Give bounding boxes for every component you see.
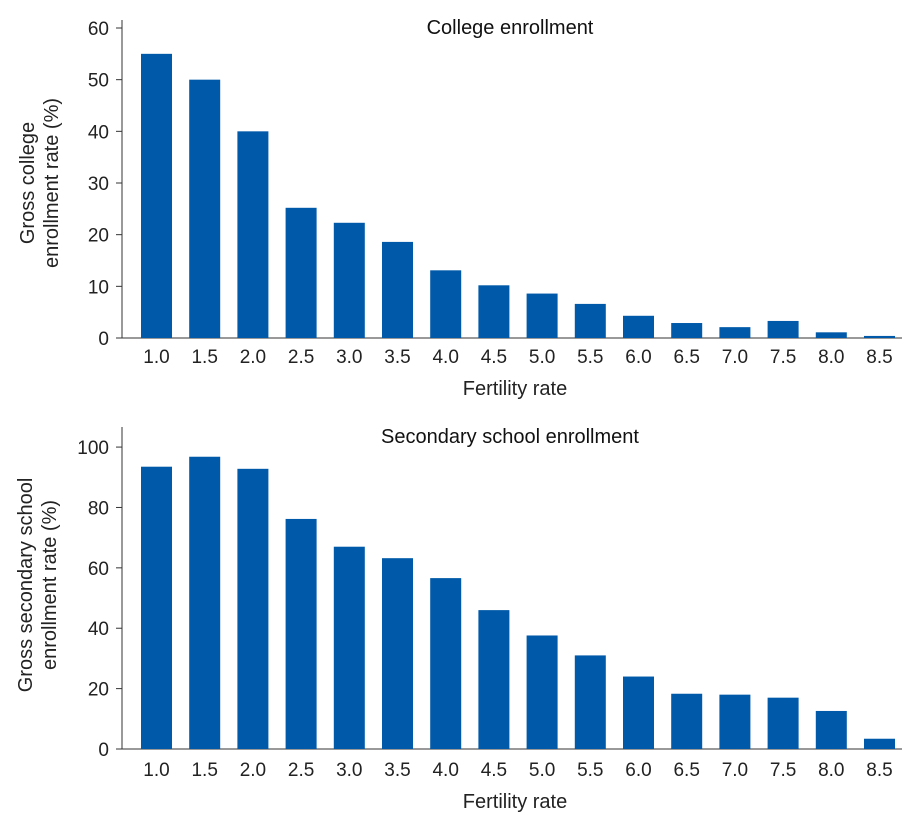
x-tick-label: 3.0 bbox=[336, 347, 362, 368]
y-axis-label: Gross secondary school enrollment rate (%… bbox=[15, 478, 61, 693]
bar bbox=[671, 323, 703, 338]
bar bbox=[815, 710, 847, 749]
bar bbox=[623, 676, 654, 749]
bar bbox=[767, 320, 799, 338]
x-tick-label: 6.5 bbox=[673, 760, 699, 781]
x-axis-label: Fertility rate bbox=[463, 791, 567, 813]
chart-title: College enrollment bbox=[427, 17, 594, 39]
bar bbox=[574, 303, 606, 338]
bar bbox=[526, 635, 558, 749]
y-tick-label: 0 bbox=[98, 740, 109, 761]
y-tick-label: 0 bbox=[98, 329, 109, 350]
y-tick-label: 10 bbox=[88, 277, 109, 298]
x-tick-label: 8.5 bbox=[866, 760, 892, 781]
bar bbox=[237, 131, 269, 338]
x-tick-label: 8.5 bbox=[866, 347, 892, 368]
bar bbox=[189, 456, 221, 749]
y-axis-label-line: enrollment rate (%) bbox=[39, 500, 61, 670]
x-tick-label: 2.0 bbox=[240, 760, 266, 781]
bar bbox=[574, 655, 606, 749]
bar bbox=[864, 335, 895, 338]
bar bbox=[189, 79, 221, 339]
bar bbox=[864, 738, 895, 749]
chart-title: Secondary school enrollment bbox=[381, 426, 639, 448]
x-tick-label: 3.5 bbox=[384, 347, 410, 368]
bar bbox=[478, 610, 510, 749]
bar bbox=[237, 468, 269, 749]
bar bbox=[430, 270, 462, 338]
y-tick-label: 60 bbox=[88, 559, 109, 580]
x-tick-label: 1.5 bbox=[191, 760, 217, 781]
x-tick-label: 4.0 bbox=[432, 347, 458, 368]
y-tick-label: 40 bbox=[88, 122, 109, 143]
y-tick-label: 20 bbox=[88, 226, 109, 247]
chart-1: 0 10 20 30 40 50 60 1.0 1.5 2.0 2.5 3.0 3.5 4.0 4.5 5.0… bbox=[17, 17, 902, 400]
bar bbox=[141, 53, 172, 338]
x-tick-label: 2.5 bbox=[288, 347, 314, 368]
x-tick-label: 8.0 bbox=[818, 760, 844, 781]
y-tick-label: 60 bbox=[88, 19, 109, 40]
bar bbox=[382, 558, 413, 749]
x-tick-label: 5.0 bbox=[529, 347, 555, 368]
bar bbox=[526, 293, 558, 338]
bar bbox=[141, 466, 172, 749]
chart-2: 0 20 40 60 80 100 1.0 1.5 2.0 2.5 3.0 3.5 4.0 4.5 5.0 5… bbox=[15, 426, 902, 813]
x-tick-label: 6.0 bbox=[625, 347, 651, 368]
bar bbox=[333, 546, 365, 749]
y-axis-label-line: Gross college bbox=[17, 122, 39, 244]
x-tick-label: 1.0 bbox=[143, 760, 169, 781]
x-axis-label: Fertility rate bbox=[463, 378, 567, 400]
x-tick-label: 5.5 bbox=[577, 760, 603, 781]
x-tick-label: 4.0 bbox=[432, 760, 458, 781]
y-axis-label: Gross college enrollment rate (%) bbox=[17, 98, 63, 268]
y-axis-label-line: Gross secondary school bbox=[15, 478, 37, 693]
x-tick-label: 8.0 bbox=[818, 347, 844, 368]
bar bbox=[671, 693, 703, 749]
x-tick-label: 5.0 bbox=[529, 760, 555, 781]
x-tick-label: 4.5 bbox=[481, 760, 507, 781]
y-tick-label: 80 bbox=[88, 498, 109, 519]
x-tick-label: 7.0 bbox=[722, 347, 748, 368]
y-tick-label: 30 bbox=[88, 174, 109, 195]
y-tick-label: 50 bbox=[88, 71, 109, 92]
bar bbox=[382, 241, 413, 338]
bar bbox=[815, 332, 847, 338]
x-tick-label: 3.0 bbox=[336, 760, 362, 781]
bar bbox=[333, 222, 365, 338]
x-tick-label: 3.5 bbox=[384, 760, 410, 781]
x-tick-label: 7.0 bbox=[722, 760, 748, 781]
x-tick-label: 6.0 bbox=[625, 760, 651, 781]
x-tick-label: 6.5 bbox=[673, 347, 699, 368]
x-tick-label: 1.5 bbox=[191, 347, 217, 368]
bar bbox=[623, 315, 654, 338]
x-tick-label: 5.5 bbox=[577, 347, 603, 368]
bar bbox=[478, 285, 510, 338]
bar bbox=[285, 207, 317, 338]
bar bbox=[285, 518, 317, 749]
y-tick-label: 100 bbox=[77, 438, 109, 459]
x-tick-label: 1.0 bbox=[143, 347, 169, 368]
bar bbox=[430, 578, 462, 749]
bar bbox=[767, 697, 799, 749]
x-tick-label: 7.5 bbox=[770, 760, 796, 781]
y-tick-label: 40 bbox=[88, 619, 109, 640]
x-tick-label: 2.5 bbox=[288, 760, 314, 781]
x-tick-label: 2.0 bbox=[240, 347, 266, 368]
bar bbox=[719, 694, 751, 749]
x-tick-label: 7.5 bbox=[770, 347, 796, 368]
bar bbox=[719, 327, 751, 338]
y-axis-label-line: enrollment rate (%) bbox=[41, 98, 63, 268]
x-tick-label: 4.5 bbox=[481, 347, 507, 368]
y-tick-label: 20 bbox=[88, 680, 109, 701]
